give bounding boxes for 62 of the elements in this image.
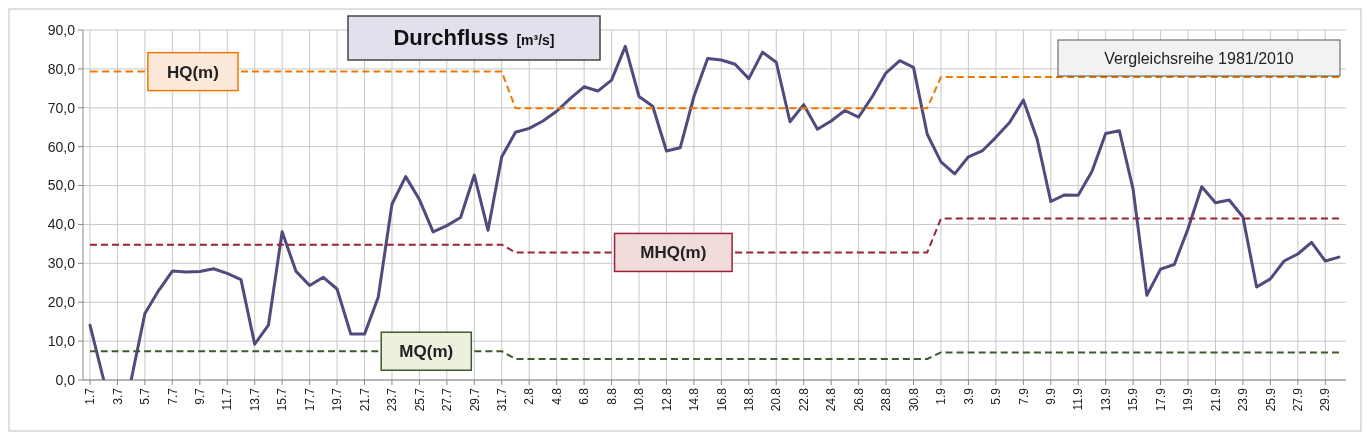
chart-subtitle: [m³/s] xyxy=(516,31,555,48)
x-tick-label: 3.9 xyxy=(961,387,976,405)
x-tick-label: 2.8 xyxy=(522,387,537,405)
chart-title: Durchfluss xyxy=(393,24,509,50)
x-tick-label: 19.9 xyxy=(1181,387,1196,412)
x-tick-label: 11.7 xyxy=(220,387,235,411)
x-tick-label: 17.9 xyxy=(1153,387,1168,412)
x-tick-label: 8.8 xyxy=(604,387,619,405)
y-tick-label: 30,0 xyxy=(47,255,76,272)
x-tick-label: 26.8 xyxy=(851,387,866,412)
x-tick-label: 9.9 xyxy=(1043,387,1058,405)
x-tick-label: 1.9 xyxy=(934,387,949,405)
x-tick-label: 4.8 xyxy=(549,387,564,405)
x-tick-label: 13.7 xyxy=(247,387,262,412)
x-tick-label: 18.8 xyxy=(742,387,757,412)
y-tick-label: 10,0 xyxy=(47,333,76,350)
x-tick-label: 25.9 xyxy=(1263,387,1278,412)
x-tick-label: 3.7 xyxy=(110,387,125,405)
annotation: Vergleichsreihe 1981/2010 xyxy=(1104,49,1294,67)
x-tick-label: 5.7 xyxy=(138,387,153,405)
x-tick-label: 21.7 xyxy=(357,387,372,412)
x-tick-label: 31.7 xyxy=(494,387,509,412)
x-tick-label: 14.8 xyxy=(687,387,702,412)
x-tick-label: 16.8 xyxy=(714,387,729,412)
x-tick-label: 23.7 xyxy=(385,387,400,412)
x-tick-label: 7.7 xyxy=(165,387,180,405)
x-tick-label: 7.9 xyxy=(1016,387,1031,405)
x-tick-label: 28.8 xyxy=(879,387,894,412)
y-tick-label: 50,0 xyxy=(47,177,76,194)
x-tick-label: 27.7 xyxy=(440,387,455,412)
x-tick-label: 15.7 xyxy=(275,387,290,412)
series-label: MHQ(m) xyxy=(640,243,707,263)
x-tick-label: 11.9 xyxy=(1071,387,1086,411)
y-tick-label: 70,0 xyxy=(47,99,76,116)
x-tick-label: 24.8 xyxy=(824,387,839,412)
x-tick-label: 1.7 xyxy=(83,387,98,405)
x-tick-label: 23.9 xyxy=(1236,387,1251,412)
x-tick-label: 29.7 xyxy=(467,387,482,412)
x-tick-label: 10.8 xyxy=(632,387,647,412)
x-tick-label: 30.8 xyxy=(906,387,921,412)
x-tick-label: 15.9 xyxy=(1126,387,1141,412)
x-tick-label: 17.7 xyxy=(302,387,317,412)
x-tick-label: 19.7 xyxy=(330,387,345,412)
x-tick-label: 20.8 xyxy=(769,387,784,412)
x-tick-label: 21.9 xyxy=(1208,387,1223,412)
x-tick-label: 6.8 xyxy=(577,387,592,405)
y-tick-label: 80,0 xyxy=(47,60,76,77)
x-tick-label: 27.9 xyxy=(1291,387,1306,412)
series-label: HQ(m) xyxy=(166,62,219,82)
y-tick-label: 20,0 xyxy=(47,294,76,311)
x-tick-label: 22.8 xyxy=(796,387,811,412)
x-tick-label: 25.7 xyxy=(412,387,427,412)
x-tick-label: 13.9 xyxy=(1098,387,1113,412)
y-tick-label: 90,0 xyxy=(47,21,76,38)
x-tick-label: 9.7 xyxy=(193,387,207,405)
series-label: MQ(m) xyxy=(399,342,454,362)
x-tick-label: 29.9 xyxy=(1318,387,1333,412)
y-tick-label: 40,0 xyxy=(47,216,76,233)
y-tick-label: 0,0 xyxy=(55,371,76,388)
x-tick-label: 12.8 xyxy=(659,387,674,412)
y-tick-label: 60,0 xyxy=(47,138,76,155)
x-tick-label: 5.9 xyxy=(989,387,1004,405)
